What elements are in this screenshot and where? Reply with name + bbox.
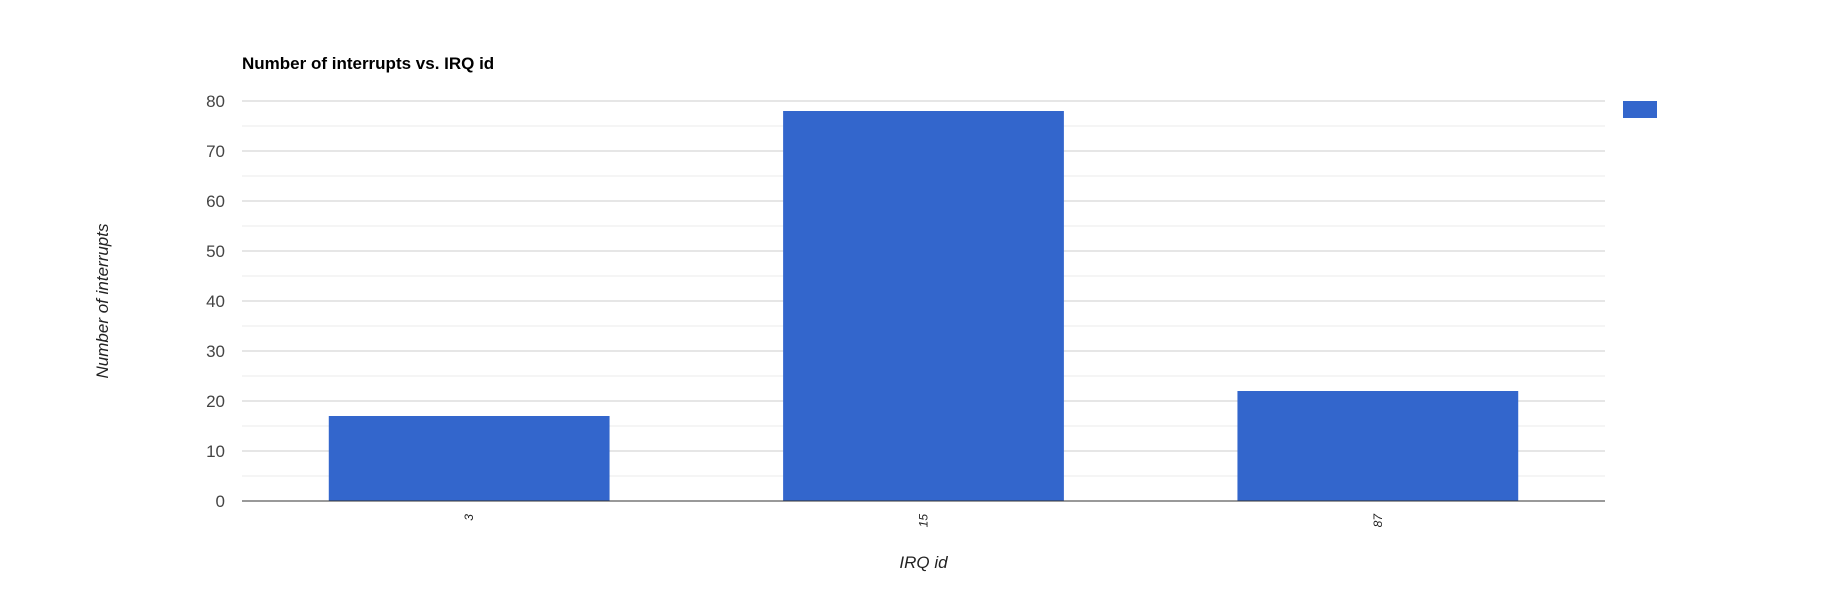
bar-87 bbox=[1237, 391, 1519, 501]
legend-swatch bbox=[1623, 101, 1657, 118]
bar-15 bbox=[783, 111, 1064, 501]
x-axis-ticks: 3 15 87 bbox=[462, 513, 1385, 528]
x-tick-label: 87 bbox=[1371, 513, 1385, 528]
chart-title: Number of interrupts vs. IRQ id bbox=[242, 54, 494, 73]
y-tick-label: 10 bbox=[206, 442, 225, 461]
y-tick-label: 70 bbox=[206, 142, 225, 161]
bars bbox=[328, 111, 1519, 501]
y-tick-label: 20 bbox=[206, 392, 225, 411]
x-tick-label: 15 bbox=[917, 514, 931, 528]
y-tick-label: 60 bbox=[206, 192, 225, 211]
x-tick-label: 3 bbox=[462, 514, 476, 521]
y-tick-label: 0 bbox=[216, 492, 225, 511]
y-tick-label: 80 bbox=[206, 92, 225, 111]
legend bbox=[1623, 101, 1657, 118]
y-tick-label: 40 bbox=[206, 292, 225, 311]
y-axis-label: Number of interrupts bbox=[93, 223, 112, 378]
bar-3 bbox=[328, 416, 610, 501]
x-axis-label: IRQ id bbox=[899, 553, 948, 572]
y-axis-ticks: 0 10 20 30 40 50 60 70 80 bbox=[206, 92, 225, 511]
y-tick-label: 50 bbox=[206, 242, 225, 261]
y-tick-label: 30 bbox=[206, 342, 225, 361]
